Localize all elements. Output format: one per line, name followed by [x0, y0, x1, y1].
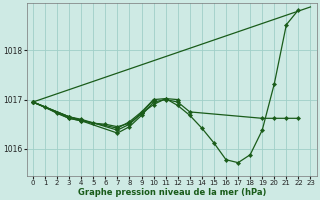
X-axis label: Graphe pression niveau de la mer (hPa): Graphe pression niveau de la mer (hPa) — [77, 188, 266, 197]
